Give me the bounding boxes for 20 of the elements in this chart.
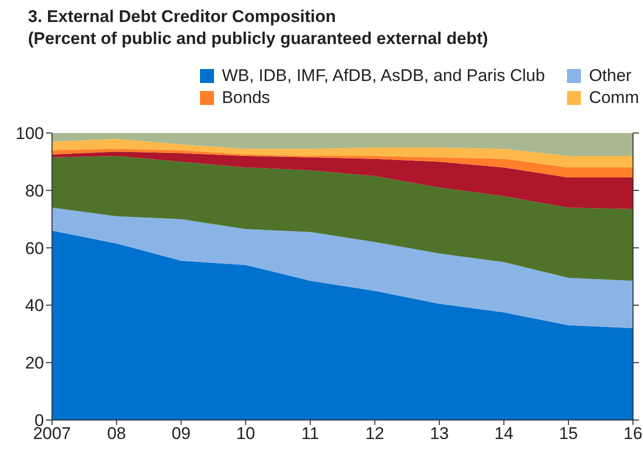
legend-label: Other [588, 66, 632, 86]
y-tick-label: 20 [25, 354, 44, 373]
x-tick-label: 14 [494, 424, 514, 444]
x-tick-label: 08 [107, 424, 126, 444]
y-tick-label: 60 [25, 238, 44, 258]
legend-label: Bonds [222, 88, 270, 108]
x-tick-label: 11 [301, 424, 320, 444]
chart-subtitle: (Percent of public and publicly guaranteed external debt) [28, 28, 488, 50]
chart-title: 3. External Debt Creditor Composition [28, 6, 337, 28]
y-tick-label: 40 [25, 296, 44, 316]
legend-label: WB, IDB, IMF, AfDB, AsDB, and Paris Club [222, 66, 545, 86]
y-tick-label: 80 [25, 181, 44, 200]
x-tick-label: 15 [558, 424, 578, 444]
x-tick-label: 09 [172, 424, 191, 444]
x-tick-label: 13 [430, 424, 449, 444]
x-tick-label: 10 [236, 424, 256, 444]
legend-label: Comm [588, 88, 639, 108]
x-tick-label: 12 [365, 424, 384, 444]
y-tick-label: 100 [16, 124, 44, 144]
x-tick-label: 16 [624, 424, 642, 444]
